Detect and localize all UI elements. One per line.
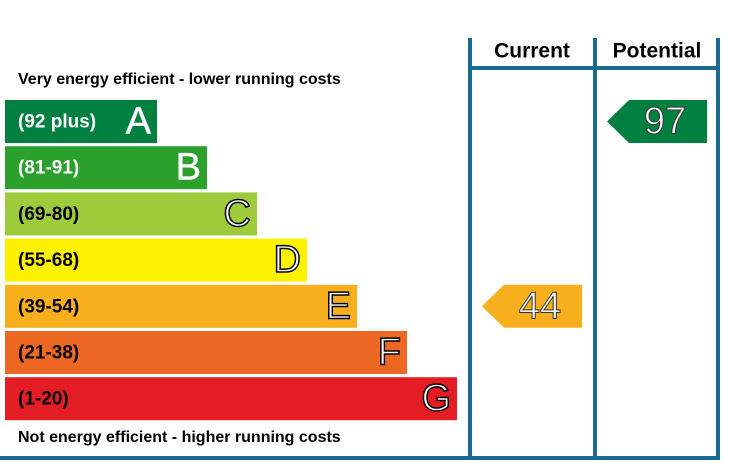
- band-range: (39-54): [18, 296, 79, 317]
- band-letter: A: [126, 101, 152, 143]
- current-header: Current: [494, 40, 570, 63]
- band-letter: E: [326, 285, 351, 327]
- band-letter: G: [421, 378, 451, 420]
- band-letter: D: [274, 239, 301, 281]
- potential-header: Potential: [613, 40, 702, 63]
- band-letter: F: [378, 332, 401, 374]
- band-bar: [5, 146, 207, 190]
- band-bar: [5, 377, 457, 421]
- band-range: (1-20): [18, 389, 69, 410]
- band-bar: [5, 331, 407, 374]
- band-range: (92 plus): [18, 112, 96, 133]
- band-range: (21-38): [18, 343, 79, 364]
- band-range: (55-68): [18, 250, 79, 271]
- current-value: 44: [519, 285, 561, 327]
- band-letter: B: [176, 147, 201, 189]
- band-range: (81-91): [18, 158, 79, 179]
- band-bar: [5, 100, 157, 143]
- top-note: Very energy efficient - lower running co…: [18, 71, 341, 88]
- band-bar: [5, 238, 307, 282]
- band-bar: [5, 192, 257, 236]
- potential-value: 97: [644, 101, 686, 143]
- band-letter: C: [224, 193, 251, 235]
- band-bar: [5, 284, 357, 328]
- potential-arrow: [607, 100, 707, 143]
- band-range: (69-80): [18, 204, 79, 225]
- current-arrow: [482, 284, 582, 328]
- bottom-note: Not energy efficient - higher running co…: [18, 429, 341, 446]
